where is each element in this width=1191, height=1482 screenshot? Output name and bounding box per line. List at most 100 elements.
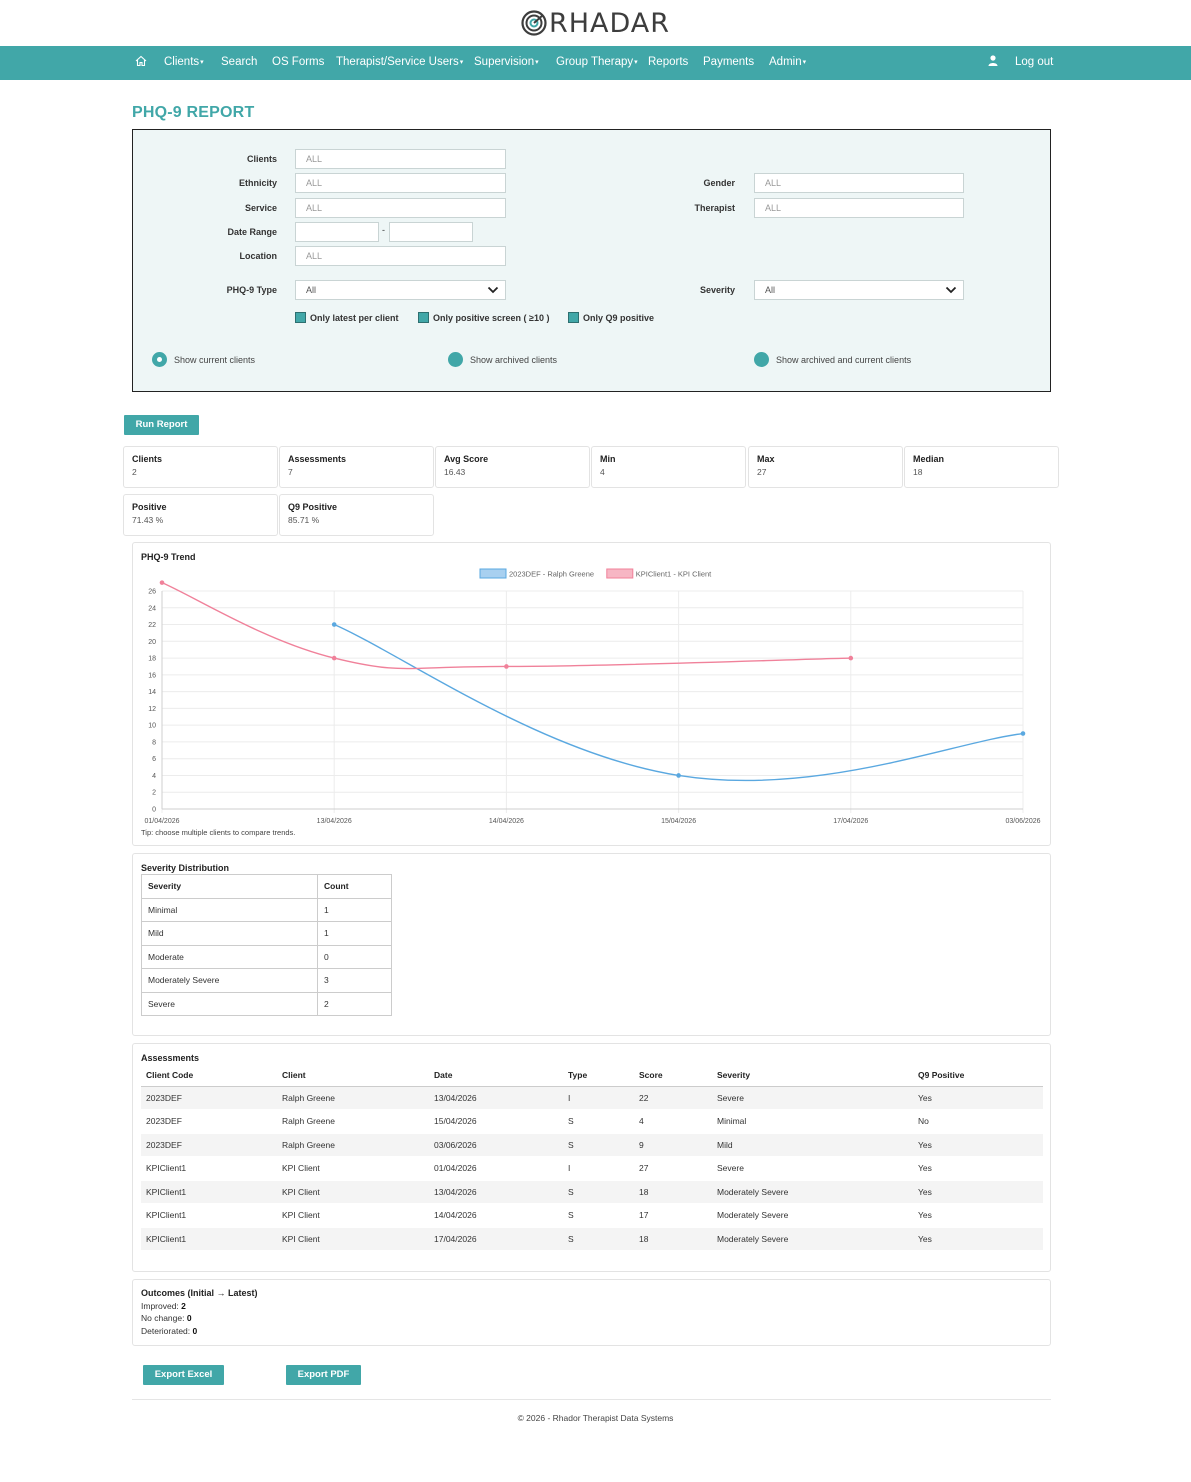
cell: S [563, 1203, 634, 1228]
outcome-no-change: No change: 0 [141, 1313, 192, 1323]
radio-archived-clients[interactable]: Show archived clients [448, 352, 557, 367]
x-tick-label: 15/04/2026 [661, 818, 696, 825]
service-input[interactable]: ALL [295, 198, 506, 218]
trend-title: PHQ-9 Trend [141, 552, 196, 562]
cell: 14/04/2026 [429, 1203, 563, 1228]
radio-archived-and-current[interactable]: Show archived and current clients [754, 352, 911, 367]
cell: 13/04/2026 [429, 1086, 563, 1110]
export-pdf-button[interactable]: Export PDF [286, 1365, 361, 1385]
run-report-button[interactable]: Run Report [124, 415, 199, 435]
home-icon[interactable] [135, 46, 147, 80]
data-point [331, 655, 337, 661]
outcomes-title: Outcomes (Initial → Latest) [141, 1288, 258, 1298]
only-q9-checkbox[interactable]: Only Q9 positive [568, 312, 654, 323]
legend-swatch [606, 568, 634, 579]
severity-table: Severity Count Minimal 1 Mild 1 Moderate 0 … [141, 874, 392, 1016]
severity-card: Severity Distribution Severity Count Min… [132, 853, 1051, 1036]
stat-value: 2 [132, 467, 137, 477]
nav-group-therapy-label: Group Therapy [556, 56, 634, 68]
checkbox-box[interactable] [418, 312, 429, 323]
checkbox-box[interactable] [295, 312, 306, 323]
nav-os-forms[interactable]: OS Forms [272, 46, 324, 80]
date-to-input[interactable] [389, 222, 473, 242]
ethnicity-label: Ethnicity [238, 178, 277, 188]
ethnicity-input[interactable]: ALL [295, 173, 506, 193]
checkbox-box[interactable] [568, 312, 579, 323]
cell: Minimal [712, 1109, 913, 1134]
therapist-input[interactable]: ALL [754, 198, 964, 218]
radio-button-selected[interactable] [152, 352, 167, 367]
nav-reports[interactable]: Reports [648, 46, 688, 80]
nav-payments[interactable]: Payments [703, 46, 754, 80]
radio-current-clients[interactable]: Show current clients [152, 352, 255, 367]
gender-input[interactable]: ALL [754, 173, 964, 193]
radio-archived-label: Show archived clients [470, 354, 558, 365]
cell: KPIClient1 [141, 1203, 277, 1228]
data-point [848, 655, 854, 661]
nav-admin[interactable]: Admin▾ [769, 56, 807, 68]
table-header-row: Severity Count [141, 874, 392, 899]
table-row: Minimal 1 [141, 897, 392, 922]
phq-type-value: All [306, 285, 317, 295]
nav-search[interactable]: Search [221, 46, 257, 80]
y-tick-label: 24 [148, 605, 156, 612]
outcome-improved: Improved: 2 [141, 1301, 186, 1311]
clients-label: Clients [246, 154, 277, 164]
cell: Moderate [141, 944, 318, 969]
y-tick-label: 4 [152, 773, 156, 780]
nav-payments-label: Payments [703, 56, 755, 68]
stat-card-positive: Positive 71.43 % [123, 494, 278, 536]
brand-logo[interactable]: RHADAR [0, 8, 1191, 39]
nav-therapist-service-users[interactable]: Therapist/Service Users▾ [336, 56, 464, 68]
cell: S [563, 1180, 634, 1204]
stat-value: 4 [600, 467, 605, 477]
only-latest-checkbox[interactable]: Only latest per client [295, 312, 399, 323]
severity-title: Severity Distribution [141, 863, 230, 873]
cell: I [563, 1156, 634, 1181]
cell: Mild [141, 921, 318, 946]
cell: KPIClient1 [141, 1156, 277, 1181]
radar-logo-icon [521, 10, 547, 36]
cell: 15/04/2026 [429, 1109, 563, 1134]
nav-clients[interactable]: Clients▾ [164, 56, 204, 68]
phq-type-select[interactable]: All [295, 280, 506, 300]
y-tick-label: 14 [148, 689, 156, 696]
nav-supervision[interactable]: Supervision▾ [474, 56, 539, 68]
clients-input[interactable]: ALL [295, 149, 506, 169]
legend-label: 2023DEF - Ralph Greene [509, 570, 594, 579]
severity-select[interactable]: All [754, 280, 964, 300]
user-icon[interactable] [988, 46, 998, 80]
stat-card-max: Max 27 [748, 446, 903, 488]
cell: KPI Client [277, 1203, 429, 1228]
severity-label: Severity [699, 285, 735, 295]
cell: Yes [913, 1086, 1043, 1110]
y-tick-label: 20 [148, 639, 156, 646]
stat-value: 7 [288, 467, 293, 477]
location-input[interactable]: ALL [295, 246, 506, 266]
stat-value: 16.43 [444, 467, 466, 477]
x-tick-label: 13/04/2026 [317, 818, 352, 825]
only-positive-checkbox[interactable]: Only positive screen ( ≥10 ) [418, 312, 549, 323]
date-separator: - [382, 225, 385, 235]
radio-button[interactable] [448, 352, 463, 367]
location-label: Location [239, 251, 278, 261]
nav-search-label: Search [221, 56, 258, 68]
cell: 1 [317, 921, 392, 946]
x-tick-label: 17/04/2026 [833, 818, 868, 825]
radio-button[interactable] [754, 352, 769, 367]
x-tick-label: 14/04/2026 [489, 818, 524, 825]
date-from-input[interactable] [295, 222, 379, 242]
stat-label: Min [600, 454, 616, 464]
assessments-card: Assessments Client Code Client Date Type… [132, 1043, 1051, 1272]
logout-link[interactable]: Log out [1015, 56, 1054, 68]
col-q9-positive: Q9 Positive [913, 1064, 1043, 1087]
export-excel-button[interactable]: Export Excel [143, 1365, 224, 1385]
table-row: KPIClient1 KPI Client 01/04/2026 I 27 Severe Y… [141, 1156, 1043, 1181]
outcomes-card: Outcomes (Initial → Latest) Improved: 2 … [132, 1279, 1051, 1346]
cell: Yes [913, 1203, 1043, 1228]
nav-group-therapy[interactable]: Group Therapy▾ [556, 56, 638, 68]
gender-label: Gender [703, 178, 735, 188]
table-row: 2023DEF Ralph Greene 15/04/2026 S 4 Minimal No [141, 1109, 1043, 1134]
table-row: KPIClient1 KPI Client 14/04/2026 S 17 Moderat… [141, 1203, 1043, 1228]
